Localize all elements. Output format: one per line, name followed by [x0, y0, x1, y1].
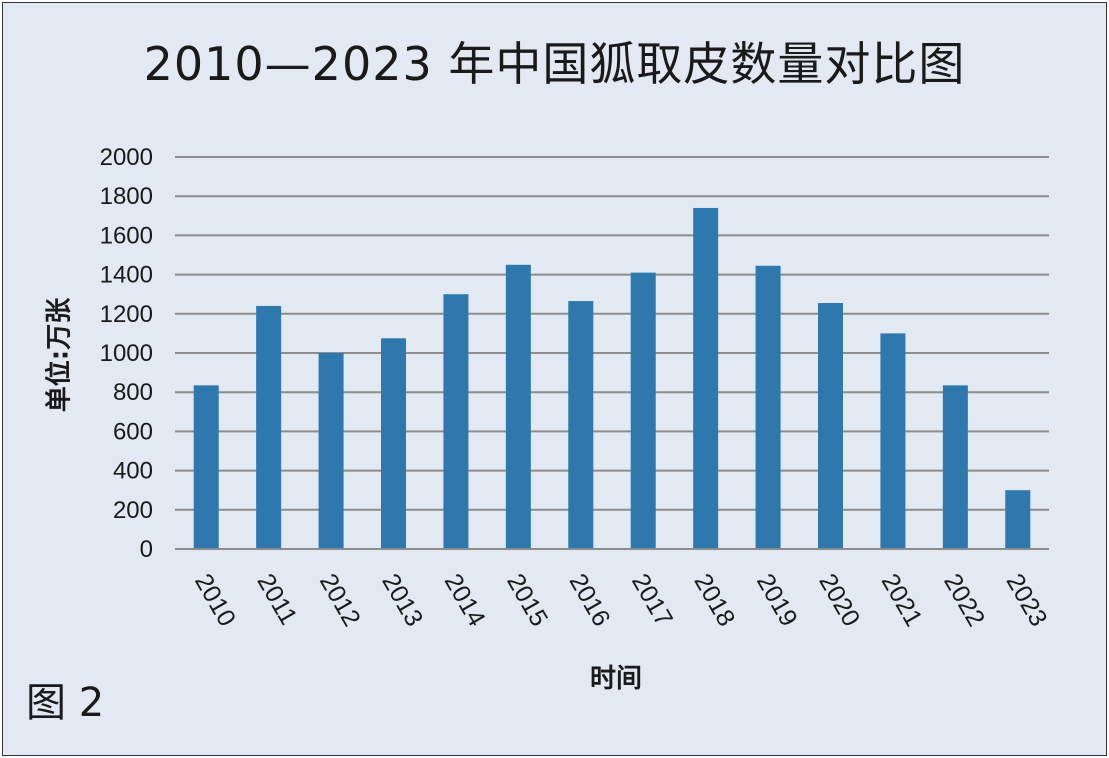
- y-tick-label: 1200: [100, 301, 153, 328]
- chart-title: 2010—2023 年中国狐取皮数量对比图: [143, 37, 966, 91]
- x-tick-label: 2022: [938, 569, 990, 631]
- y-tick-label: 1600: [100, 222, 153, 249]
- x-tick-label: 2020: [813, 569, 865, 631]
- bar: [630, 272, 656, 549]
- y-tick-label: 2000: [100, 144, 153, 171]
- bar: [505, 264, 531, 549]
- x-tick-label: 2013: [376, 569, 428, 631]
- y-tick-label: 1800: [100, 183, 153, 210]
- y-axis-label: 单位:万张: [44, 297, 75, 413]
- x-tick-label: 2016: [564, 569, 616, 631]
- bar: [318, 353, 344, 549]
- bar: [942, 385, 968, 549]
- x-tick-label: 2021: [876, 569, 928, 631]
- x-tick-label: 2017: [626, 569, 678, 631]
- x-tick-label: 2010: [189, 569, 241, 631]
- y-tick-label: 400: [113, 458, 153, 485]
- bar: [381, 338, 406, 549]
- y-tick-label: 1400: [100, 262, 153, 289]
- bar: [568, 301, 594, 549]
- y-tick-label: 1000: [100, 340, 153, 367]
- bar: [256, 305, 282, 549]
- bar: [443, 294, 469, 549]
- x-axis-label: 时间: [589, 664, 643, 694]
- x-tick-label: 2015: [501, 569, 553, 631]
- x-tick-label: 2012: [314, 569, 366, 631]
- bar: [818, 303, 843, 549]
- x-tick-label: 2014: [439, 569, 491, 631]
- y-tick-label: 800: [113, 379, 153, 406]
- bar: [693, 207, 719, 549]
- bar: [1005, 490, 1031, 549]
- y-tick-label: 600: [113, 418, 153, 445]
- bar: [193, 385, 219, 549]
- y-tick-label: 0: [140, 536, 153, 563]
- bar: [880, 333, 906, 549]
- x-tick-label: 2018: [688, 569, 740, 631]
- figure-label: 图 2: [26, 680, 105, 726]
- y-tick-label: 200: [113, 497, 153, 524]
- x-tick-label: 2023: [1001, 569, 1053, 631]
- x-tick-label: 2011: [251, 569, 302, 630]
- x-tick-label: 2019: [751, 569, 803, 631]
- bar: [755, 265, 781, 549]
